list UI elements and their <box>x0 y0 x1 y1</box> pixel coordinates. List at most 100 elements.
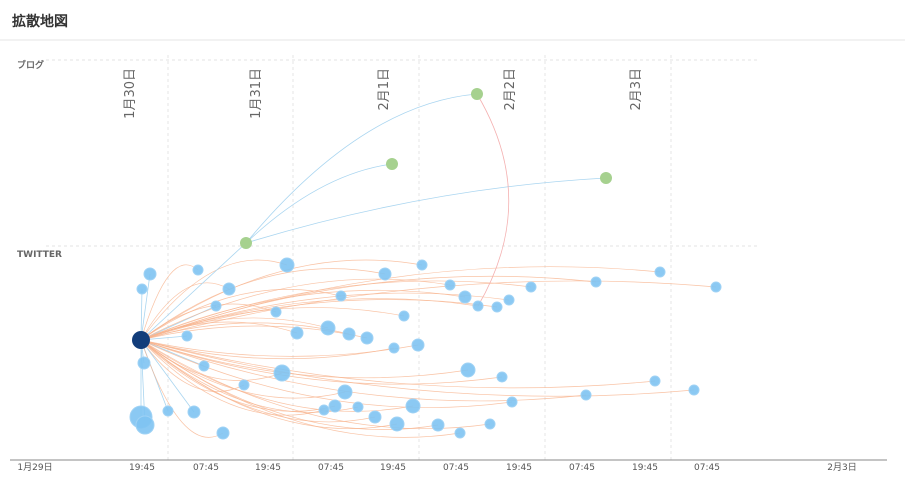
edge <box>140 259 288 341</box>
edge <box>140 339 414 412</box>
tweet-node <box>198 360 210 372</box>
edge <box>140 339 419 357</box>
tweet-node <box>472 300 484 312</box>
tweet-node <box>270 306 282 318</box>
edge <box>140 339 656 389</box>
tweet-node <box>496 371 508 383</box>
grid <box>46 55 760 460</box>
edges <box>140 93 717 438</box>
x-axis-label: 07:45 <box>193 463 219 473</box>
x-axis-label: 07:45 <box>694 463 720 473</box>
blog-node <box>471 88 483 100</box>
tweet-node <box>416 259 428 271</box>
edge <box>140 339 469 379</box>
edge <box>140 339 513 408</box>
tweet-node <box>342 327 356 341</box>
edge <box>140 280 717 341</box>
date-label: 1月30日 <box>123 68 138 119</box>
lane-label: TWITTER <box>17 250 62 260</box>
edge <box>245 93 478 244</box>
edge <box>140 339 325 416</box>
x-axis-label: 19:45 <box>506 463 532 473</box>
edge <box>140 278 451 341</box>
edge <box>245 163 393 244</box>
labels: ブログ TWITTER 1月30日 1月31日 2月1日 2月2日 2月3日 1月29日 19:… <box>17 59 857 473</box>
edge <box>140 299 498 341</box>
blog-node <box>386 158 398 170</box>
edge <box>140 339 503 385</box>
tweet-node <box>580 389 592 401</box>
x-axis-label: 1月29日 <box>17 462 52 473</box>
x-axis-label: 07:45 <box>569 463 595 473</box>
tweet-node <box>649 375 661 387</box>
x-axis-label: 19:45 <box>632 463 658 473</box>
tweet-node <box>318 404 330 416</box>
tweet-node <box>405 398 421 414</box>
tweet-node <box>290 326 304 340</box>
edge <box>140 339 587 402</box>
tweet-node <box>389 416 405 432</box>
tweet-node <box>484 418 496 430</box>
edge <box>140 259 423 341</box>
tweet-node <box>135 415 155 435</box>
tweet-node <box>337 384 353 400</box>
edge <box>476 93 510 307</box>
edge <box>140 242 247 341</box>
tweet-node <box>273 364 291 382</box>
edge <box>140 268 386 341</box>
tweet-node <box>192 264 204 276</box>
edge <box>140 266 661 341</box>
tweet-node <box>411 338 425 352</box>
tweet-node <box>444 279 456 291</box>
tweet-node <box>187 405 201 419</box>
edge <box>140 264 199 341</box>
edge <box>140 289 466 341</box>
tweet-node <box>143 267 157 281</box>
edge <box>140 339 398 430</box>
tweet-node <box>378 267 392 281</box>
edge <box>245 177 607 244</box>
x-axis-label: 19:45 <box>255 463 281 473</box>
edge <box>140 339 283 381</box>
blog-node <box>600 172 612 184</box>
tweet-node <box>431 418 445 432</box>
edge <box>140 339 461 438</box>
tweet-node <box>525 281 537 293</box>
tweet-node <box>503 294 515 306</box>
tweet-node <box>368 410 382 424</box>
lane-label: ブログ <box>17 59 44 71</box>
date-label: 2月2日 <box>503 68 518 111</box>
x-axis-label: 19:45 <box>129 463 155 473</box>
x-axis-label: 07:45 <box>318 463 344 473</box>
tweet-node <box>360 331 374 345</box>
blog-node <box>240 237 252 249</box>
tweet-node <box>688 384 700 396</box>
edge <box>140 289 342 341</box>
tweet-node <box>352 401 364 413</box>
edge <box>140 273 151 341</box>
tweet-node <box>388 342 400 354</box>
edge <box>140 280 532 341</box>
tweet-node <box>335 290 347 302</box>
tweet-node <box>162 405 174 417</box>
edge <box>140 339 205 367</box>
tweet-node <box>320 320 336 336</box>
edge <box>140 339 245 392</box>
origin-node <box>132 331 150 349</box>
tweet-node <box>210 300 222 312</box>
tweet-node <box>460 362 476 378</box>
tweet-node <box>458 290 472 304</box>
tweet-node <box>279 257 295 273</box>
edge <box>140 282 230 341</box>
tweet-node <box>328 399 342 413</box>
nodes <box>129 88 722 440</box>
date-label: 2月3日 <box>629 68 644 111</box>
tweet-node <box>491 301 503 313</box>
tweet-node <box>216 426 230 440</box>
edge <box>140 339 695 397</box>
x-axis-label: 19:45 <box>380 463 406 473</box>
tweet-node <box>238 379 250 391</box>
edge <box>140 325 368 341</box>
edge <box>140 339 195 413</box>
